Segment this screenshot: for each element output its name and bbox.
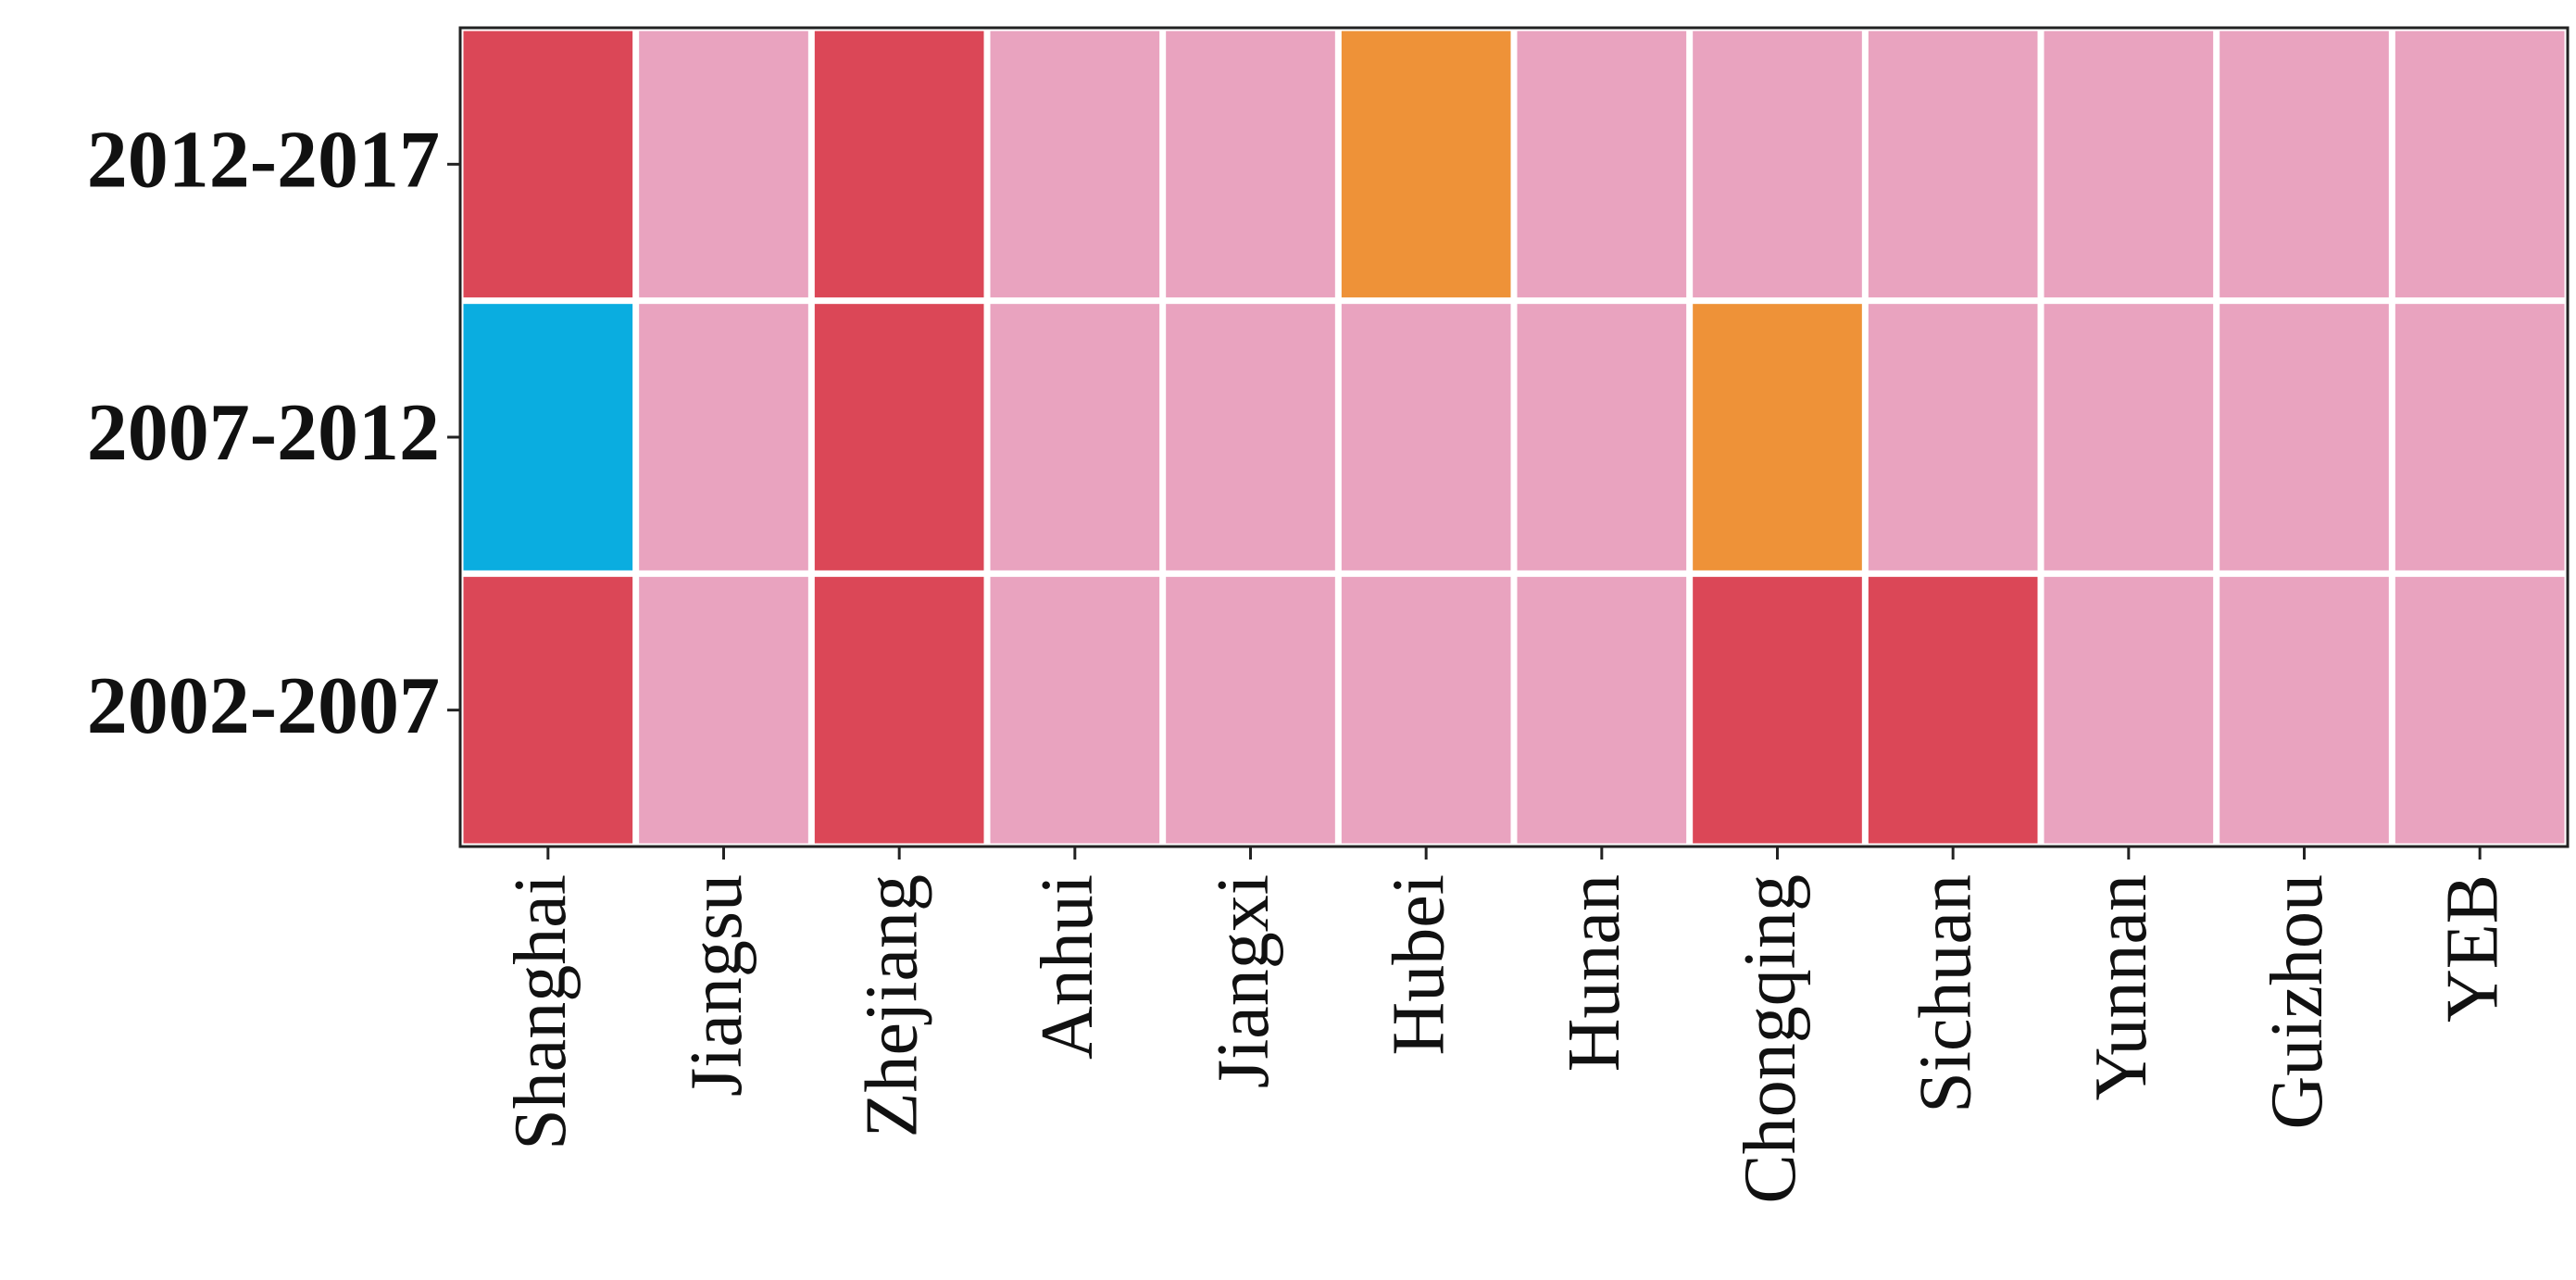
heatmap-cell: [1517, 304, 1687, 571]
y-tick-label: 2012-2017: [87, 116, 440, 206]
x-tick-label: Jiangsu: [676, 874, 757, 1097]
heatmap-cell: [1693, 304, 1862, 571]
heatmap-cell: [2395, 31, 2565, 298]
heatmap-cell: [814, 576, 984, 844]
x-tick-label: Hunan: [1554, 874, 1635, 1072]
heatmap-cell: [463, 31, 633, 298]
heatmap-cell: [990, 576, 1160, 844]
heatmap-cell: [1341, 31, 1511, 298]
heatmap-cell: [1693, 576, 1862, 844]
heatmap-cell: [639, 304, 808, 571]
x-tick-label: Jiangxi: [1203, 874, 1284, 1088]
x-tick-label: Anhui: [1027, 874, 1108, 1060]
x-tick-label: Hubei: [1379, 874, 1460, 1056]
x-tick-label: Yunnan: [2081, 874, 2162, 1100]
heatmap-cell: [1868, 31, 2038, 298]
y-tick-label: 2002-2007: [87, 661, 440, 751]
heatmap-cell: [1166, 31, 1335, 298]
y-tick-label: 2007-2012: [87, 388, 440, 478]
heatmap-cell: [2220, 304, 2389, 571]
heatmap-cell: [2395, 576, 2565, 844]
heatmap-cell: [2220, 31, 2389, 298]
heatmap-cell: [1166, 304, 1335, 571]
x-tick-label: YEB: [2432, 874, 2514, 1023]
heatmap-cell: [2220, 576, 2389, 844]
heatmap-cell: [2044, 576, 2214, 844]
heatmap-cell: [1517, 31, 1687, 298]
x-tick-label: Sichuan: [1906, 874, 1987, 1113]
heatmap-cell: [2044, 31, 2214, 298]
heatmap-cell: [814, 31, 984, 298]
heatmap-cell: [2395, 304, 2565, 571]
heatmap-cell: [1868, 304, 2038, 571]
heatmap-cell: [990, 304, 1160, 571]
heatmap-cell: [463, 304, 633, 571]
heatmap-cell: [463, 576, 633, 844]
heatmap-cell: [1341, 576, 1511, 844]
heatmap-cell: [814, 304, 984, 571]
heatmap-cell: [1166, 576, 1335, 844]
x-tick-label: Guizhou: [2257, 874, 2338, 1130]
heatmap-cell: [639, 576, 808, 844]
heatmap-cell: [2044, 304, 2214, 571]
heatmap-cell: [639, 31, 808, 298]
x-tick-label: Zhejiang: [852, 874, 933, 1137]
heatmap-cell: [1868, 576, 2038, 844]
heatmap-cell: [1341, 304, 1511, 571]
heatmap-cell: [1693, 31, 1862, 298]
x-tick-label: Chongqing: [1730, 874, 1811, 1204]
heatmap-cell: [1517, 576, 1687, 844]
x-tick-label: Shanghai: [500, 874, 581, 1150]
heatmap-cell: [990, 31, 1160, 298]
